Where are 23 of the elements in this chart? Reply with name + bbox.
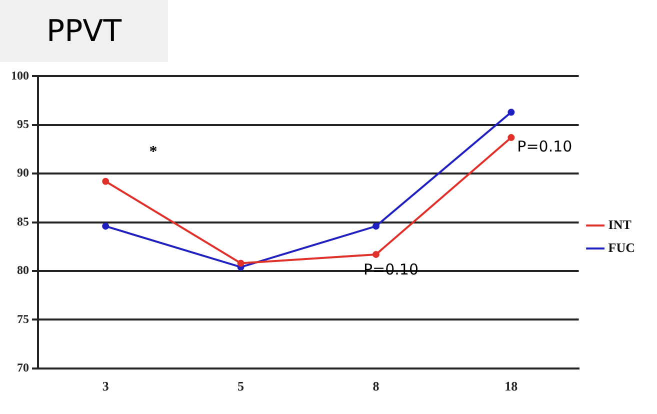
x-tick-label: 18 [504, 378, 518, 394]
y-tick-label: 95 [17, 116, 29, 131]
y-tick-label: 70 [17, 360, 29, 374]
point [372, 222, 380, 230]
point [508, 134, 515, 142]
chart-title: PPVT [0, 0, 168, 62]
x-tick-label: 3 [102, 378, 110, 394]
x-tick-label: 5 [238, 378, 245, 394]
annotation: * [149, 143, 158, 160]
point [372, 250, 380, 258]
annotation: P=0.10 [517, 137, 572, 156]
legend-label: FUC [608, 240, 635, 255]
y-tick-label: 80 [17, 263, 29, 278]
point [102, 178, 110, 185]
x-tick-label: 8 [372, 378, 380, 394]
y-tick-label: 90 [17, 166, 29, 180]
y-tick-label: 100 [11, 68, 29, 82]
y-tick-label: 85 [17, 214, 29, 228]
legend-label: INT [608, 216, 632, 232]
point [237, 260, 244, 267]
y-tick-label: 75 [17, 312, 29, 326]
point [508, 108, 515, 116]
point [102, 222, 110, 230]
